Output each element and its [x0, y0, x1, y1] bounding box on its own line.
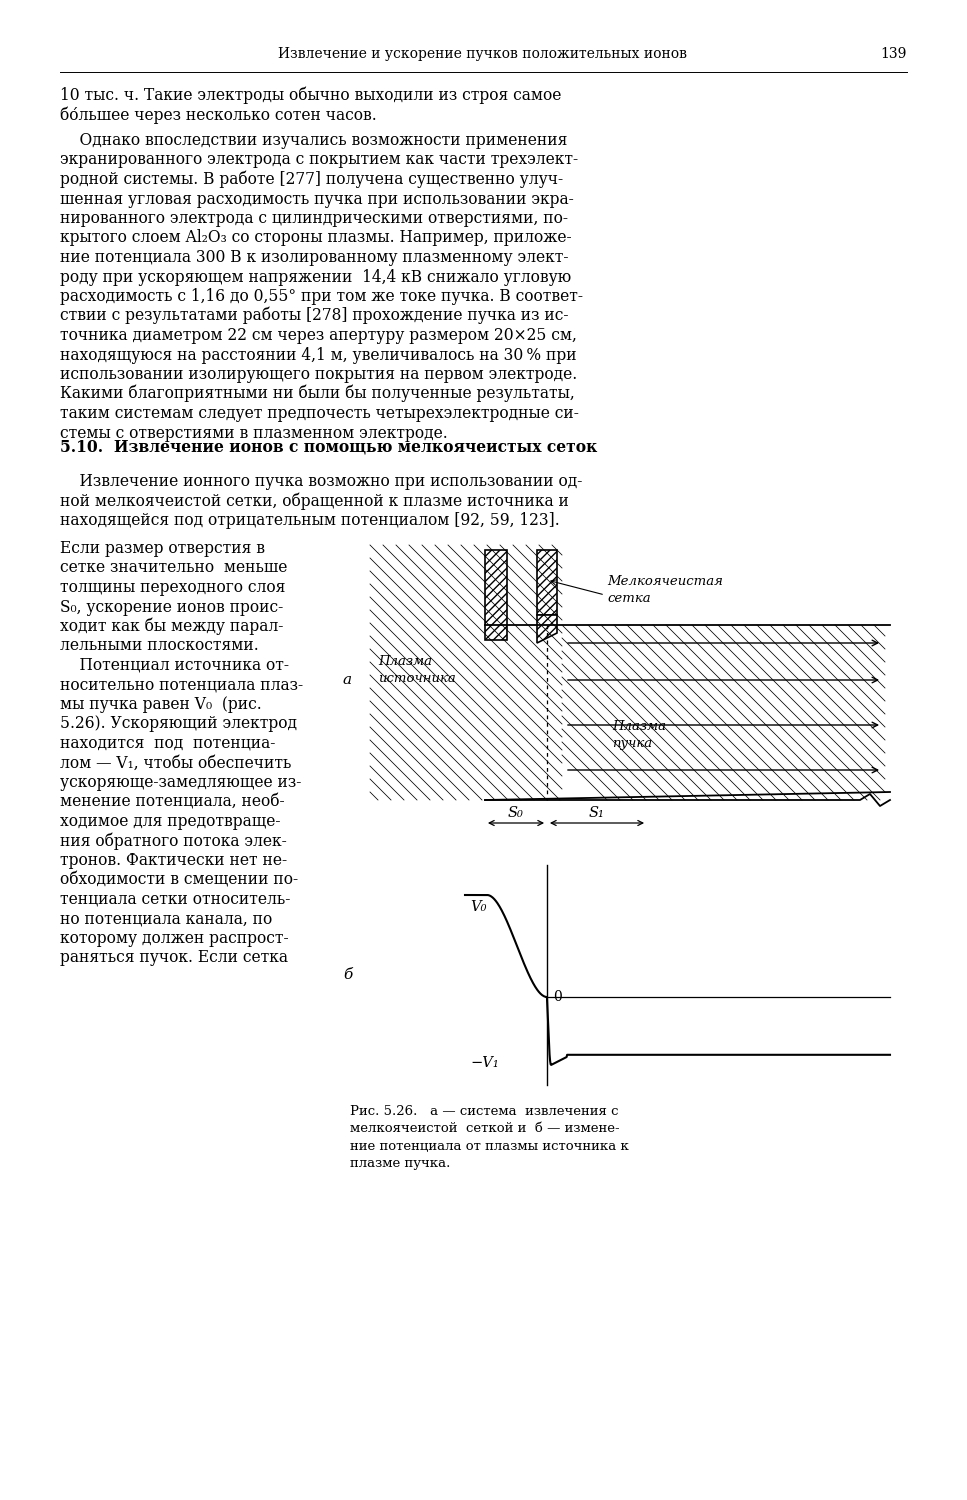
- Text: ной мелкоячеистой сетки, обращенной к плазме источника и: ной мелкоячеистой сетки, обращенной к пл…: [60, 492, 569, 510]
- Text: лельными плоскостями.: лельными плоскостями.: [60, 638, 259, 654]
- Text: Мелкоячеистая
сетка: Мелкоячеистая сетка: [607, 574, 723, 604]
- Text: ходит как бы между парал-: ходит как бы между парал-: [60, 618, 283, 634]
- Text: находящуюся на расстоянии 4,1 м, увеличивалось на 30 % при: находящуюся на расстоянии 4,1 м, увеличи…: [60, 346, 576, 363]
- Text: но потенциала канала, по: но потенциала канала, по: [60, 910, 273, 927]
- Text: тронов. Фактически нет не-: тронов. Фактически нет не-: [60, 852, 287, 868]
- Text: 0: 0: [553, 990, 562, 1004]
- Text: бо́льшее через несколько сотен часов.: бо́льшее через несколько сотен часов.: [60, 106, 377, 123]
- Text: носительно потенциала плаз-: носительно потенциала плаз-: [60, 676, 303, 693]
- Text: S₁: S₁: [589, 806, 605, 820]
- Text: б: б: [342, 968, 352, 982]
- Text: экранированного электрода с покрытием как части трехэлект-: экранированного электрода с покрытием ка…: [60, 152, 578, 168]
- Text: шенная угловая расходимость пучка при использовании экра-: шенная угловая расходимость пучка при ис…: [60, 190, 573, 207]
- Text: 5.26). Ускоряющий электрод: 5.26). Ускоряющий электрод: [60, 716, 297, 732]
- Text: которому должен распрост-: которому должен распрост-: [60, 930, 288, 946]
- Text: нированного электрода с цилиндрическими отверстиями, по-: нированного электрода с цилиндрическими …: [60, 210, 568, 226]
- Text: роду при ускоряющем напряжении  14,4 кВ снижало угловую: роду при ускоряющем напряжении 14,4 кВ с…: [60, 268, 571, 285]
- Bar: [485, 550, 507, 640]
- Text: V₀: V₀: [470, 900, 486, 914]
- Text: лом — V₁, чтобы обеспечить: лом — V₁, чтобы обеспечить: [60, 754, 291, 771]
- Text: 10 тыс. ч. Такие электроды обычно выходили из строя самое: 10 тыс. ч. Такие электроды обычно выходи…: [60, 87, 562, 104]
- Bar: [537, 550, 557, 615]
- Text: менение потенциала, необ-: менение потенциала, необ-: [60, 794, 284, 810]
- Text: находится  под  потенциа-: находится под потенциа-: [60, 735, 276, 752]
- Text: ние потенциала от плазмы источника к: ние потенциала от плазмы источника к: [350, 1140, 629, 1154]
- Text: а: а: [343, 674, 352, 687]
- Text: обходимости в смещении по-: обходимости в смещении по-: [60, 871, 298, 888]
- Text: Потенциал источника от-: Потенциал источника от-: [60, 657, 289, 674]
- Text: ния обратного потока элек-: ния обратного потока элек-: [60, 833, 287, 849]
- Text: использовании изолирующего покрытия на первом электроде.: использовании изолирующего покрытия на п…: [60, 366, 577, 382]
- Text: тенциала сетки относитель-: тенциала сетки относитель-: [60, 891, 290, 908]
- Text: сетке значительно  меньше: сетке значительно меньше: [60, 560, 287, 576]
- Text: крытого слоем Al₂O₃ со стороны плазмы. Например, приложе-: крытого слоем Al₂O₃ со стороны плазмы. Н…: [60, 230, 571, 246]
- Text: 5.10.  Извлечение ионов с помощью мелкоячеистых сеток: 5.10. Извлечение ионов с помощью мелкояч…: [60, 440, 598, 456]
- Text: Плазма
источника: Плазма источника: [378, 656, 455, 686]
- Text: Однако впоследствии изучались возможности применения: Однако впоследствии изучались возможност…: [60, 132, 568, 148]
- Text: Извлечение и ускорение пучков положительных ионов: Извлечение и ускорение пучков положитель…: [278, 46, 688, 62]
- Text: стемы с отверстиями в плазменном электроде.: стемы с отверстиями в плазменном электро…: [60, 424, 448, 441]
- Text: ходимое для предотвраще-: ходимое для предотвраще-: [60, 813, 280, 830]
- Text: точника диаметром 22 см через апертуру размером 20×25 см,: точника диаметром 22 см через апертуру р…: [60, 327, 577, 344]
- Text: Плазма
пучка: Плазма пучка: [612, 720, 666, 750]
- Text: 139: 139: [881, 46, 907, 62]
- Text: S₀: S₀: [508, 806, 524, 820]
- Text: −V₁: −V₁: [470, 1056, 499, 1070]
- Text: ускоряюще-замедляющее из-: ускоряюще-замедляющее из-: [60, 774, 302, 790]
- Text: таким системам следует предпочесть четырехэлектродные си-: таким системам следует предпочесть четыр…: [60, 405, 579, 422]
- Text: находящейся под отрицательным потенциалом [92, 59, 123].: находящейся под отрицательным потенциало…: [60, 512, 560, 530]
- Text: Если размер отверстия в: Если размер отверстия в: [60, 540, 265, 556]
- Text: раняться пучок. Если сетка: раняться пучок. Если сетка: [60, 950, 288, 966]
- Text: мелкоячеистой  сеткой и  б — измене-: мелкоячеистой сеткой и б — измене-: [350, 1122, 620, 1136]
- Text: Рис. 5.26.   а — система  извлечения с: Рис. 5.26. а — система извлечения с: [350, 1106, 619, 1118]
- Text: мы пучка равен V₀  (рис.: мы пучка равен V₀ (рис.: [60, 696, 262, 712]
- Text: плазме пучка.: плазме пучка.: [350, 1158, 451, 1170]
- Text: родной системы. В работе [277] получена существенно улуч-: родной системы. В работе [277] получена …: [60, 171, 563, 188]
- Text: ние потенциала 300 В к изолированному плазменному элект-: ние потенциала 300 В к изолированному пл…: [60, 249, 569, 266]
- Text: толщины переходного слоя: толщины переходного слоя: [60, 579, 285, 596]
- Text: расходимость с 1,16 до 0,55° при том же токе пучка. В соответ-: расходимость с 1,16 до 0,55° при том же …: [60, 288, 583, 304]
- Text: Извлечение ионного пучка возможно при использовании од-: Извлечение ионного пучка возможно при ис…: [60, 472, 582, 490]
- Polygon shape: [537, 615, 557, 644]
- Text: Какими благоприятными ни были бы полученные результаты,: Какими благоприятными ни были бы получен…: [60, 386, 574, 402]
- Text: S₀, ускорение ионов проис-: S₀, ускорение ионов проис-: [60, 598, 283, 615]
- Text: ствии с результатами работы [278] прохождение пучка из ис-: ствии с результатами работы [278] прохож…: [60, 308, 569, 324]
